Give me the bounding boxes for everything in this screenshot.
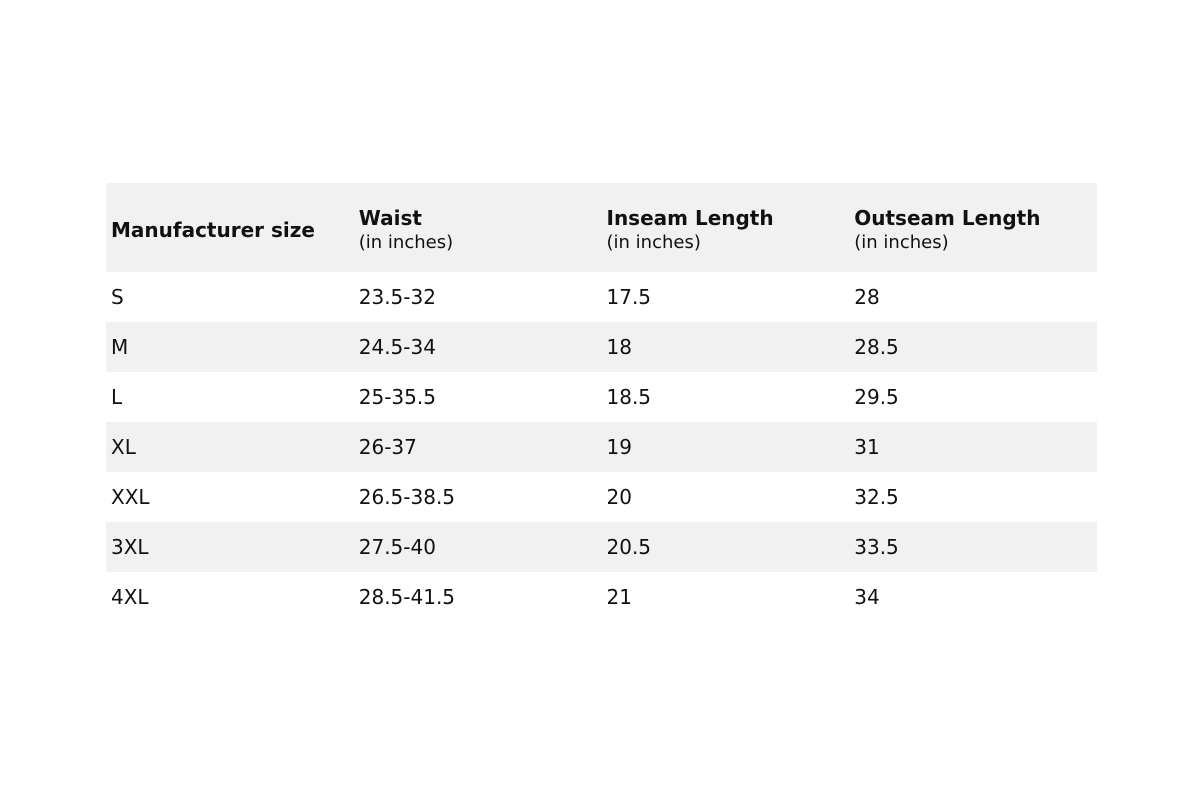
cell-text: 3XL xyxy=(111,535,149,559)
cell-text: 28.5 xyxy=(854,335,899,359)
size-table: Manufacturer size Waist (in inches) Inseam … xyxy=(106,183,1097,622)
header-cell: Outseam Length (in inches) xyxy=(849,183,1097,272)
column-subtitle: (in inches) xyxy=(606,231,701,253)
table-cell: 21 xyxy=(602,572,850,622)
table-row: S 23.5-32 17.5 28 xyxy=(106,272,1097,322)
column-title: Outseam Length xyxy=(854,205,1041,230)
cell-text: M xyxy=(111,335,129,359)
table-cell: 28.5-41.5 xyxy=(354,572,602,622)
cell-text: 20.5 xyxy=(606,535,652,559)
cell-text: 28 xyxy=(854,285,880,309)
table-cell: 20 xyxy=(602,472,850,522)
cell-text: 20 xyxy=(606,485,632,509)
table-cell: 28.5 xyxy=(849,322,1097,372)
header-cell: Manufacturer size xyxy=(106,183,354,272)
cell-text: 29.5 xyxy=(854,385,899,409)
table-cell: M xyxy=(106,322,354,372)
column-title: Inseam Length xyxy=(606,205,774,230)
cell-text: 31 xyxy=(854,435,880,459)
cell-text: 28.5-41.5 xyxy=(358,585,456,609)
table-cell: 19 xyxy=(602,422,850,472)
table-cell: 34 xyxy=(849,572,1097,622)
cell-text: 25-35.5 xyxy=(358,385,436,409)
table-row: 3XL 27.5-40 20.5 33.5 xyxy=(106,522,1097,572)
table-cell: S xyxy=(106,272,354,322)
table-cell: 26.5-38.5 xyxy=(354,472,602,522)
table-cell: 26-37 xyxy=(354,422,602,472)
column-title: Waist xyxy=(358,205,422,230)
header-row: Manufacturer size Waist (in inches) Inseam … xyxy=(106,183,1097,272)
cell-text: 18.5 xyxy=(606,385,652,409)
cell-text: 32.5 xyxy=(854,485,899,509)
header-cell: Inseam Length (in inches) xyxy=(602,183,850,272)
cell-text: XL xyxy=(111,435,136,459)
table-row: 4XL 28.5-41.5 21 34 xyxy=(106,572,1097,622)
header-cell: Waist (in inches) xyxy=(354,183,602,272)
table-cell: 20.5 xyxy=(602,522,850,572)
cell-text: 34 xyxy=(854,585,880,609)
table-cell: 4XL xyxy=(106,572,354,622)
table-cell: 33.5 xyxy=(849,522,1097,572)
cell-text: S xyxy=(111,285,124,309)
table-cell: 29.5 xyxy=(849,372,1097,422)
table-cell: 32.5 xyxy=(849,472,1097,522)
table-row: M 24.5-34 18 28.5 xyxy=(106,322,1097,372)
column-subtitle: (in inches) xyxy=(358,231,454,253)
table-row: XL 26-37 19 31 xyxy=(106,422,1097,472)
column-title: Manufacturer size xyxy=(111,217,315,242)
table-cell: 23.5-32 xyxy=(354,272,602,322)
cell-text: 4XL xyxy=(111,585,149,609)
table-cell: L xyxy=(106,372,354,422)
table-cell: 25-35.5 xyxy=(354,372,602,422)
cell-text: L xyxy=(111,385,123,409)
cell-text: 17.5 xyxy=(606,285,652,309)
cell-text: 18 xyxy=(606,335,632,359)
table-cell: 18.5 xyxy=(602,372,850,422)
table-cell: 3XL xyxy=(106,522,354,572)
table-cell: 31 xyxy=(849,422,1097,472)
cell-text: 24.5-34 xyxy=(358,335,436,359)
table-row: XXL 26.5-38.5 20 32.5 xyxy=(106,472,1097,522)
cell-text: 23.5-32 xyxy=(358,285,436,309)
cell-text: 21 xyxy=(606,585,632,609)
cell-text: 26-37 xyxy=(358,435,417,459)
table-row: L 25-35.5 18.5 29.5 xyxy=(106,372,1097,422)
column-subtitle: (in inches) xyxy=(854,231,949,253)
cell-text: 26.5-38.5 xyxy=(358,485,456,509)
table-cell: 24.5-34 xyxy=(354,322,602,372)
table-cell: XXL xyxy=(106,472,354,522)
cell-text: XXL xyxy=(111,485,150,509)
table-cell: 28 xyxy=(849,272,1097,322)
table-cell: 18 xyxy=(602,322,850,372)
cell-text: 19 xyxy=(606,435,632,459)
table-cell: 27.5-40 xyxy=(354,522,602,572)
cell-text: 27.5-40 xyxy=(358,535,436,559)
table-cell: 17.5 xyxy=(602,272,850,322)
cell-text: 33.5 xyxy=(854,535,899,559)
table-cell: XL xyxy=(106,422,354,472)
